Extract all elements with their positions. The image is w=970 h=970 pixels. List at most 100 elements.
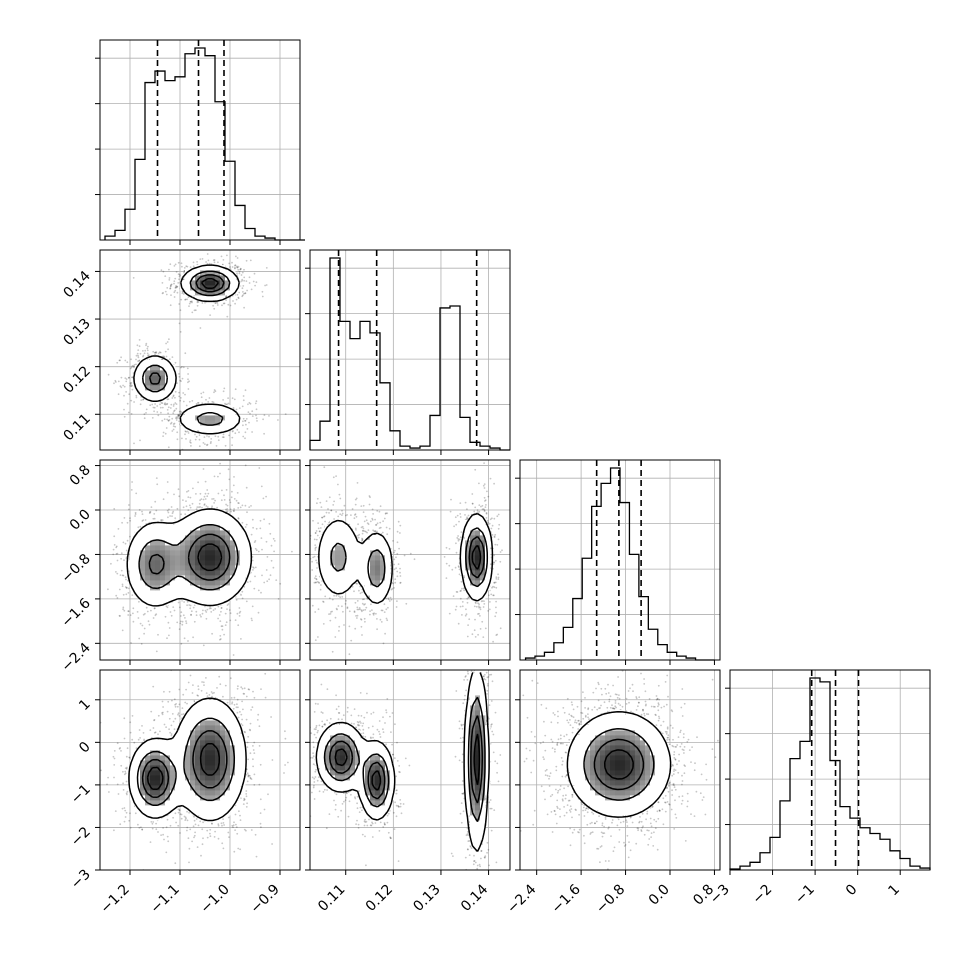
density-cell — [210, 545, 216, 551]
density-cell — [200, 410, 206, 416]
scatter-point — [249, 259, 252, 262]
scatter-point — [317, 608, 320, 611]
scatter-point — [383, 517, 386, 520]
scatter-point — [243, 306, 246, 309]
scatter-point — [123, 408, 125, 411]
scatter-point — [213, 389, 216, 391]
scatter-point — [120, 356, 122, 359]
scatter-point — [204, 301, 206, 304]
scatter-point — [409, 552, 412, 555]
scatter-point — [178, 275, 181, 278]
scatter-point — [238, 272, 241, 275]
scatter-point — [245, 600, 248, 603]
scatter-point — [122, 606, 125, 609]
scatter-point — [303, 583, 305, 585]
scatter-point — [360, 526, 363, 529]
scatter-point — [165, 427, 168, 429]
scatter-point — [139, 525, 142, 528]
density-cell — [230, 520, 236, 526]
scatter-point — [228, 609, 231, 611]
scatter-point — [176, 285, 179, 288]
scatter-point — [116, 597, 119, 599]
scatter-point — [115, 594, 118, 597]
scatter-point — [195, 403, 198, 405]
scatter-point — [379, 618, 382, 621]
scatter-point — [251, 518, 254, 521]
scatter-point — [393, 549, 396, 552]
density-cell — [170, 565, 176, 571]
scatter-point — [189, 439, 192, 442]
scatter-point — [120, 376, 123, 379]
scatter-point — [155, 477, 158, 479]
scatter-point — [223, 494, 225, 497]
scatter-point — [238, 431, 240, 434]
density-cell — [235, 570, 241, 576]
scatter-point — [114, 379, 117, 382]
density-cell — [175, 530, 181, 536]
scatter-point — [234, 264, 237, 266]
density-cell — [220, 565, 226, 571]
scatter-point — [316, 580, 319, 583]
scatter-point — [313, 555, 316, 558]
density-cell — [185, 535, 191, 541]
density-cell — [165, 365, 171, 371]
scatter-point — [178, 373, 180, 375]
scatter-point — [345, 599, 347, 602]
scatter-point — [126, 586, 128, 589]
density-cell — [205, 585, 211, 591]
scatter-point — [268, 415, 270, 417]
scatter-point — [236, 428, 239, 431]
scatter-point — [242, 417, 245, 420]
density-cell — [175, 520, 181, 526]
scatter-point — [220, 606, 223, 609]
scatter-point — [356, 614, 359, 617]
scatter-point — [225, 508, 227, 511]
scatter-point — [165, 605, 168, 608]
scatter-point — [202, 609, 204, 612]
scatter-point — [385, 526, 388, 529]
scatter-point — [204, 498, 207, 500]
density-cell — [150, 385, 156, 391]
scatter-point — [120, 557, 122, 560]
scatter-point — [205, 261, 208, 263]
scatter-point — [162, 292, 165, 294]
scatter-point — [316, 561, 318, 564]
scatter-point — [178, 417, 181, 420]
scatter-point — [343, 504, 346, 507]
scatter-point — [362, 609, 365, 612]
scatter-point — [143, 413, 146, 416]
scatter-point — [376, 530, 378, 533]
scatter-point — [239, 268, 242, 271]
scatter-point — [152, 406, 155, 409]
scatter-point — [350, 514, 352, 516]
scatter-point — [244, 292, 247, 295]
scatter-point — [192, 606, 195, 609]
scatter-point — [178, 414, 181, 417]
scatter-point — [222, 399, 225, 401]
scatter-point — [202, 391, 205, 394]
scatter-point — [261, 295, 264, 298]
scatter-point — [173, 291, 176, 294]
scatter-point — [206, 253, 209, 255]
scatter-point — [362, 504, 365, 507]
scatter-point — [125, 549, 128, 552]
scatter-point — [399, 524, 402, 527]
scatter-point — [259, 519, 262, 522]
scatter-point — [236, 266, 239, 269]
density-cell — [205, 600, 211, 606]
scatter-point — [255, 549, 258, 552]
scatter-point — [147, 345, 149, 348]
scatter-point — [194, 438, 197, 441]
scatter-point — [239, 267, 242, 270]
scatter-point — [348, 653, 351, 656]
scatter-point — [152, 350, 155, 353]
scatter-point — [240, 638, 242, 640]
scatter-point — [225, 295, 228, 297]
scatter-point — [172, 423, 175, 425]
scatter-point — [325, 500, 328, 502]
scatter-point — [225, 403, 228, 406]
scatter-point — [130, 381, 133, 384]
scatter-point — [146, 610, 149, 613]
scatter-point — [355, 515, 358, 518]
density-cell — [225, 525, 231, 531]
